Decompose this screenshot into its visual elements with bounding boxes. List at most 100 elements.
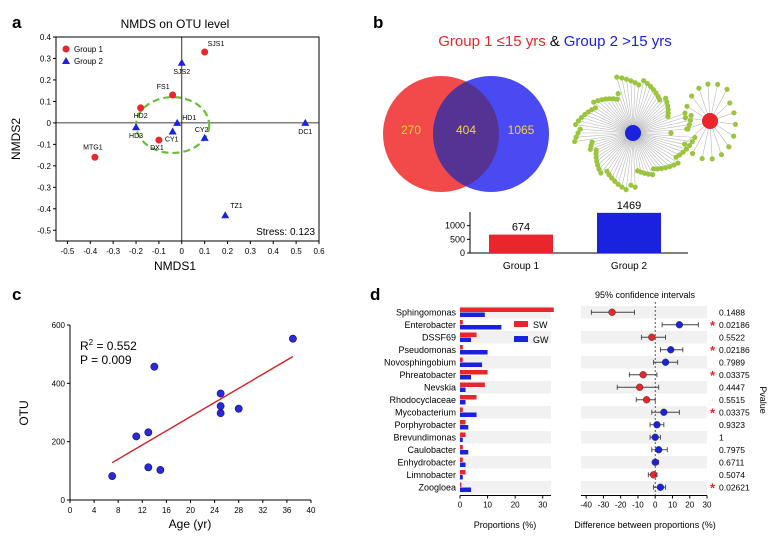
age-x-axis-label: Age (yr)	[169, 517, 212, 531]
bar-category-label: Group 1	[503, 261, 540, 272]
network-node	[573, 134, 579, 140]
point-label: FS1	[157, 84, 170, 91]
ci-title: 95% confidence intervals	[595, 290, 696, 300]
sw-proportion-bar	[460, 332, 477, 337]
regression-line	[111, 355, 294, 464]
network-edge	[617, 132, 634, 185]
y-tick-label: -0.3	[37, 183, 51, 192]
network-node	[623, 187, 629, 193]
network-edge	[614, 132, 634, 182]
r-squared-value: = 0.552	[93, 339, 137, 353]
y-tick-label: 0.1	[40, 97, 52, 106]
network-edge	[632, 132, 690, 146]
point-label: CY1	[165, 136, 179, 143]
network-edge	[632, 132, 680, 156]
network-node	[683, 146, 689, 152]
point-sjs1	[201, 48, 209, 56]
data-point	[150, 362, 159, 371]
network-edge	[626, 79, 634, 134]
gw-proportion-bar	[460, 325, 502, 330]
network-edge	[632, 112, 686, 134]
network-node	[665, 106, 671, 113]
x-tick-label: 20	[685, 501, 694, 510]
point-dc1	[301, 118, 310, 126]
point-hd1	[173, 118, 182, 126]
network-node	[686, 122, 692, 128]
bar-y-tick-label: 1000	[445, 221, 465, 231]
network-edge	[632, 80, 644, 134]
network-edge	[608, 132, 634, 175]
row-stripe	[460, 406, 551, 419]
x-tick-label: 0.5	[291, 247, 303, 256]
network-edge	[632, 82, 636, 134]
x-tick-label: 24	[210, 506, 219, 515]
p-value-text: 0.03375	[719, 370, 750, 380]
gw-proportion-bar	[460, 400, 466, 405]
bar-category-label: Group 2	[611, 261, 648, 272]
network-edge	[632, 132, 675, 166]
gw-proportion-bar	[460, 387, 466, 392]
significance-star: *	[710, 368, 716, 383]
sw-proportion-bar	[460, 370, 488, 375]
network-node	[575, 130, 581, 136]
r-squared-label: R2 = 0.552	[80, 338, 137, 353]
x-tick-label: -0.2	[129, 247, 143, 256]
x-tick-label: 20	[186, 506, 195, 515]
network-node	[650, 166, 657, 172]
otu-count-bar-group2	[597, 212, 661, 253]
network-node	[671, 162, 677, 168]
network-node	[724, 86, 730, 92]
taxon-label: Novosphingobium	[384, 357, 456, 367]
legend-group1-marker	[62, 45, 70, 53]
network-node	[599, 97, 605, 103]
taxon-label: Brevundimonas	[393, 432, 456, 442]
taxon-label: Nevskia	[424, 382, 456, 392]
x-tick-label: 0.1	[199, 247, 211, 256]
y-tick-label: 0.3	[40, 54, 52, 63]
x-tick-label: 0.6	[313, 247, 325, 256]
difference-point	[660, 408, 668, 416]
nmds-y-axis-label: NMDS2	[9, 118, 23, 160]
network-node	[689, 139, 695, 145]
nmds-legend: Group 1 Group 2	[62, 45, 103, 66]
network-edge	[616, 77, 634, 134]
y-tick-label: 0.4	[40, 33, 52, 42]
x-tick-label: -30	[598, 501, 610, 510]
x-tick-label: 32	[258, 506, 267, 515]
p-value-text: 0.6711	[719, 457, 745, 467]
network-edge	[625, 132, 634, 190]
network-node	[604, 168, 610, 174]
taxon-label: Rhodocyclaceae	[389, 395, 456, 405]
network-hub-group1	[702, 113, 718, 129]
gw-proportion-bar	[460, 437, 463, 442]
network-node	[663, 165, 669, 171]
point-cy1	[168, 127, 177, 135]
network-node	[636, 82, 642, 88]
difference-point	[656, 483, 665, 491]
taxon-label: Pseudomonas	[398, 345, 456, 355]
row-stripe	[460, 481, 551, 494]
row-stripe	[460, 456, 551, 469]
venn-title-group1: Group 1 ≤15 yrs	[438, 33, 545, 50]
network-node	[727, 100, 733, 106]
p-value-text: 0.7989	[719, 357, 745, 367]
network-edge	[632, 132, 684, 153]
y-tick-label: -0.4	[37, 205, 51, 214]
significance-star: *	[710, 480, 716, 495]
pvalue-axis-label: Pvalue	[758, 386, 768, 414]
legend-sw-swatch	[514, 321, 528, 327]
network-node	[628, 78, 634, 84]
network-node	[572, 138, 578, 145]
gw-proportion-bar	[460, 475, 463, 480]
network-node	[675, 160, 681, 166]
data-point	[216, 409, 225, 417]
network-node	[592, 105, 598, 111]
sw-proportion-bar	[460, 307, 554, 312]
network-node	[684, 103, 690, 109]
difference-point	[653, 421, 661, 429]
network-edge	[580, 128, 634, 134]
x-tick-label: 30	[703, 501, 712, 510]
venn-title: Group 1 ≤15 yrs & Group 2 >15 yrs	[438, 33, 671, 50]
network-node	[589, 139, 595, 145]
